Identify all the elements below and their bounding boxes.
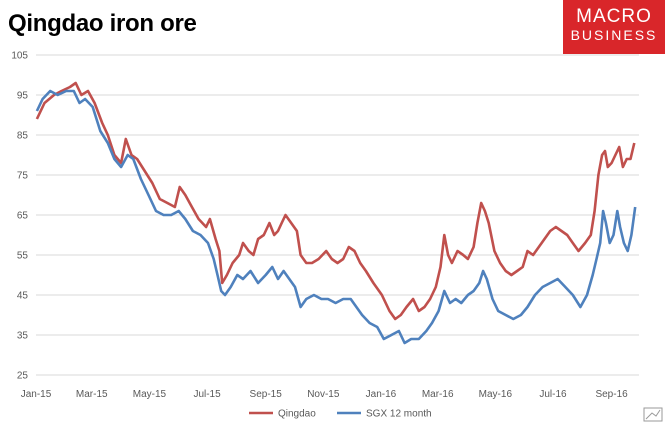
y-tick-label: 85 [17,131,29,142]
x-tick-label: Jul-15 [193,389,221,400]
y-tick-label: 95 [17,91,29,102]
x-tick-label: May-15 [133,389,167,400]
gridlines [36,54,639,376]
legend-label: Qingdao [278,409,316,420]
series-line-qingdao [35,81,636,321]
page-title: Qingdao iron ore [8,10,197,37]
legend-label: SGX 12 month [366,409,432,420]
y-tick-label: 35 [17,331,29,342]
logo-line2: BUSINESS [570,27,658,43]
x-tick-label: Mar-16 [422,389,454,400]
series-lines [35,81,637,345]
x-tick-label: Sep-16 [595,389,628,400]
x-tick-label: Mar-15 [76,389,108,400]
x-axis: Jan-15 Mar-15 May-15 Jul-15 Sep-15 Nov-15 Jan-… [21,389,628,400]
y-tick-label: 55 [17,251,29,262]
legend: Qingdao SGX 12 month [249,409,432,420]
y-tick-label: 45 [17,291,29,302]
y-tick-label: 105 [11,51,28,62]
series-line-sgx-12-month [35,89,637,345]
x-tick-label: Jul-16 [539,389,567,400]
logo-line1: MACRO [576,6,652,27]
x-tick-label: May-16 [479,389,513,400]
macro-business-logo: MACRO BUSINESS [563,0,665,54]
x-tick-label: Nov-15 [307,389,340,400]
y-tick-label: 25 [17,371,29,382]
x-tick-label: Jan-16 [366,389,397,400]
x-tick-label: Jan-15 [21,389,52,400]
x-tick-label: Sep-15 [250,389,283,400]
corner-icon [643,407,663,422]
y-tick-label: 65 [17,211,29,222]
y-axis: 25 35 45 55 65 75 85 95 105 [11,51,28,382]
y-tick-label: 75 [17,171,29,182]
